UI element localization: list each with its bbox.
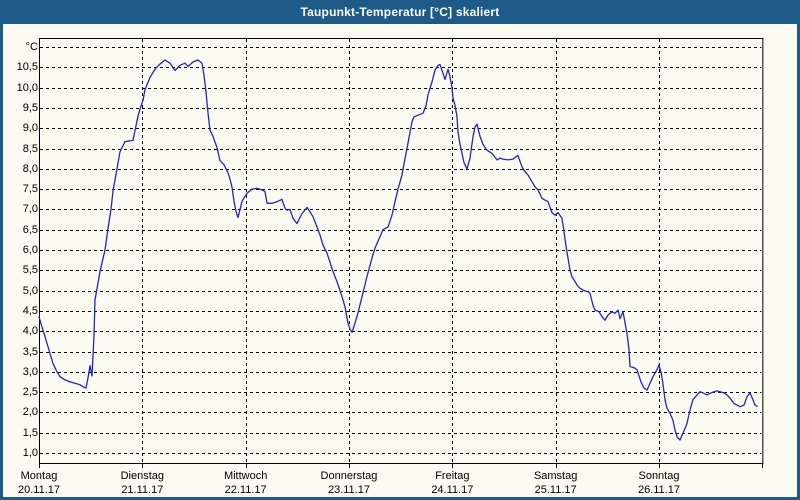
chart-area: °C 10,5 10,0 9,5 9,0 8,5 8,0 7,5 7,0 6,5 6,0 5,5 5,0… <box>3 24 797 497</box>
y-axis-label: 10,0 <box>16 81 38 94</box>
x-axis-day-label: Donnerstag <box>320 470 378 482</box>
y-axis-label: 7,0 <box>22 203 38 216</box>
y-axis-label: 1,0 <box>22 447 38 459</box>
y-axis-label: 4,5 <box>22 304 38 317</box>
x-axis-date-label: 21.11.17 <box>121 484 164 496</box>
y-axis-label: 2,5 <box>22 386 38 399</box>
y-axis-label: 8,0 <box>22 162 38 175</box>
y-axis-unit-label: °C <box>25 41 38 53</box>
x-axis-date-label: 25.11.17 <box>534 484 577 496</box>
window-title: Taupunkt-Temperatur [°C] skaliert <box>300 5 500 19</box>
chart-plot <box>38 38 764 468</box>
x-axis-day-label: Sonntag <box>638 470 680 482</box>
x-axis-day-label: Mittwoch <box>223 470 268 482</box>
y-axis-label: 5,0 <box>22 284 38 297</box>
y-axis-label: 8,5 <box>22 142 38 155</box>
x-axis-day-label: Samstag <box>533 470 578 482</box>
y-axis-label: 5,5 <box>22 264 38 277</box>
y-axis-label: 9,0 <box>22 122 38 135</box>
y-axis-label: 6,5 <box>22 223 38 236</box>
y-axis-label: 10,5 <box>16 61 38 74</box>
x-axis-date-label: 26.11.17 <box>637 484 680 496</box>
x-axis-date-label: 20.11.17 <box>17 484 60 496</box>
x-axis-date-label: 22.11.17 <box>224 484 267 496</box>
title-bar: Taupunkt-Temperatur [°C] skaliert <box>0 0 800 24</box>
y-axis-label: 3,5 <box>22 345 38 358</box>
y-axis-label: 3,0 <box>22 365 38 378</box>
plot-border <box>39 38 764 464</box>
temperature-line <box>38 59 758 441</box>
y-axis-label: 6,0 <box>22 244 38 256</box>
x-axis-date-label: 24.11.17 <box>431 484 474 496</box>
x-axis-day-label: Dienstag <box>120 470 165 482</box>
y-axis-label: 1,5 <box>22 426 38 439</box>
y-axis-label: 7,5 <box>22 183 38 196</box>
x-axis-day-label: Freitag <box>435 470 470 482</box>
x-axis-day-label: Montag <box>20 470 58 482</box>
x-axis-date-label: 23.11.17 <box>327 484 370 496</box>
y-axis-label: 4,0 <box>22 325 38 338</box>
y-axis-label: 2,0 <box>22 406 38 419</box>
y-axis-label: 9,5 <box>22 101 38 114</box>
